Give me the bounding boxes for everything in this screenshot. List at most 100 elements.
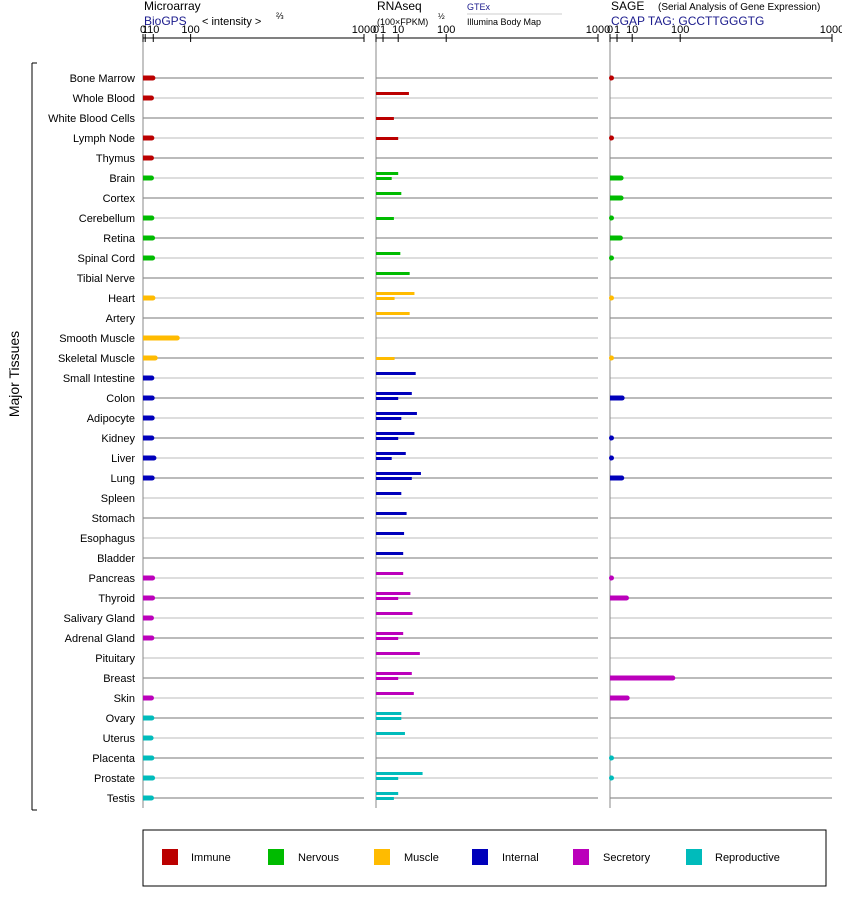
microarray-bar-cap xyxy=(149,475,155,481)
y-axis-label: Major Tissues xyxy=(6,331,22,417)
legend-swatch-secretory xyxy=(573,849,589,865)
microarray-bar xyxy=(143,455,154,461)
rnaseq-gtex-bar xyxy=(376,192,402,195)
microarray-bar xyxy=(143,255,153,261)
microarray-bar-cap xyxy=(148,175,154,181)
tissue-label: Pancreas xyxy=(89,573,136,585)
tissue-label: Ovary xyxy=(106,713,136,725)
microarray-bar-cap xyxy=(149,135,155,141)
microarray-bar xyxy=(143,735,152,741)
bars xyxy=(143,75,676,801)
rnaseq-gtex-bar xyxy=(376,512,407,515)
rnaseq-gtex-bar xyxy=(376,672,412,675)
sage-bar-cap xyxy=(609,135,614,141)
rnaseq-illumina-bar xyxy=(376,177,392,180)
tissue-label: Brain xyxy=(109,173,135,185)
microarray-bar-cap xyxy=(152,355,158,361)
rnaseq-tick-label: 0 xyxy=(373,24,379,36)
bracket: Major Tissues xyxy=(6,62,37,811)
sage-bar-cap xyxy=(609,435,614,441)
microarray-bar xyxy=(143,235,153,241)
sage-bar-cap xyxy=(618,175,624,181)
legend-label-muscle: Muscle xyxy=(404,852,439,864)
rnaseq-illumina-bar xyxy=(376,477,412,480)
sage-bar-cap xyxy=(619,475,625,481)
microarray-bar-cap xyxy=(149,715,155,721)
microarray-bar xyxy=(143,335,178,341)
tissue-label: Kidney xyxy=(101,433,135,445)
tissue-label: Skeletal Muscle xyxy=(58,353,135,365)
microarray-bar-cap xyxy=(148,795,154,801)
rnaseq-measure: (100×FPKM) xyxy=(377,17,428,27)
microarray-bar-cap xyxy=(149,375,155,381)
sage-bar-cap xyxy=(623,595,629,601)
legend-swatch-muscle xyxy=(374,849,390,865)
rnaseq-gtex-bar xyxy=(376,372,416,375)
microarray-bar-cap xyxy=(150,255,156,261)
rnaseq-illumina-bar xyxy=(376,137,399,140)
microarray-bar xyxy=(143,95,152,101)
sage-bar-cap xyxy=(619,395,625,401)
legend-label-secretory: Secretory xyxy=(603,852,651,864)
microarray-bar xyxy=(143,435,152,441)
rnaseq-gtex-bar xyxy=(376,732,405,735)
rnaseq-gtex-bar xyxy=(376,792,399,795)
sage-note: (Serial Analysis of Gene Expression) xyxy=(658,2,820,13)
microarray-bar xyxy=(143,395,153,401)
tissue-label: Stomach xyxy=(92,513,135,525)
rnaseq-illumina-bar xyxy=(376,777,399,780)
legend-label-immune: Immune xyxy=(191,852,231,864)
rnaseq-gtex-bar xyxy=(376,492,402,495)
tissue-label: Testis xyxy=(107,793,136,805)
microarray-bar-cap xyxy=(149,395,155,401)
rnaseq-gtex-bar xyxy=(376,652,420,655)
sage-bar-cap xyxy=(609,775,614,781)
microarray-tick-label: 10 xyxy=(147,24,159,36)
rnaseq-exponent: ½ xyxy=(438,12,445,21)
tissue-label: Skin xyxy=(114,693,135,705)
microarray-bar-cap xyxy=(148,735,154,741)
microarray-bar xyxy=(143,355,156,361)
sage-bar-cap xyxy=(624,695,630,701)
microarray-bar xyxy=(143,615,152,621)
microarray-bar xyxy=(143,475,153,481)
microarray-tick-label: 1 xyxy=(142,24,148,36)
sage-tick-label: 1000 xyxy=(820,24,842,36)
microarray-bar xyxy=(143,775,153,781)
sage-bar xyxy=(610,695,628,701)
sage-bar-cap xyxy=(609,575,614,581)
rnaseq-gtex-bar xyxy=(376,692,414,695)
microarray-bar-cap xyxy=(148,615,154,621)
panel-headers: Microarray BioGPS < intensity > ⅔ RNAseq… xyxy=(144,0,820,28)
tissue-label: Placenta xyxy=(92,753,136,765)
tissue-label: Thymus xyxy=(96,153,136,165)
legend-swatch-internal xyxy=(472,849,488,865)
tissue-label: Lymph Node xyxy=(73,133,135,145)
rnaseq-illumina-bar xyxy=(376,217,394,220)
tissue-label: Cerebellum xyxy=(79,213,135,225)
rnaseq-gtex-bar xyxy=(376,612,413,615)
tissue-label: Spinal Cord xyxy=(78,253,135,265)
rnaseq-illumina-bar xyxy=(376,437,399,440)
sage-bar-cap xyxy=(609,75,614,81)
microarray-bar-cap xyxy=(148,695,154,701)
rnaseq-illumina-bar xyxy=(376,297,395,300)
rnaseq-illumina-bar xyxy=(376,417,402,420)
sage-bar xyxy=(610,675,673,681)
microarray-bar-cap xyxy=(148,95,154,101)
microarray-bar xyxy=(143,155,152,161)
tissue-label: Small Intestine xyxy=(63,373,135,385)
tissue-label: Tibial Nerve xyxy=(77,273,135,285)
legend-label-nervous: Nervous xyxy=(298,852,339,864)
rnaseq-tick-label: 1 xyxy=(380,24,386,36)
rnaseq-tick-label: 1000 xyxy=(586,24,610,36)
legend-label-internal: Internal xyxy=(502,852,539,864)
rnaseq-gtex-bar xyxy=(376,572,404,575)
rnaseq-gtex-bar xyxy=(376,392,412,395)
tissue-label: Artery xyxy=(106,313,136,325)
sage-bar-cap xyxy=(609,455,614,461)
legend-swatch-reproductive xyxy=(686,849,702,865)
rnaseq-gtex-bar xyxy=(376,532,405,535)
rnaseq-illumina-bar xyxy=(376,397,399,400)
